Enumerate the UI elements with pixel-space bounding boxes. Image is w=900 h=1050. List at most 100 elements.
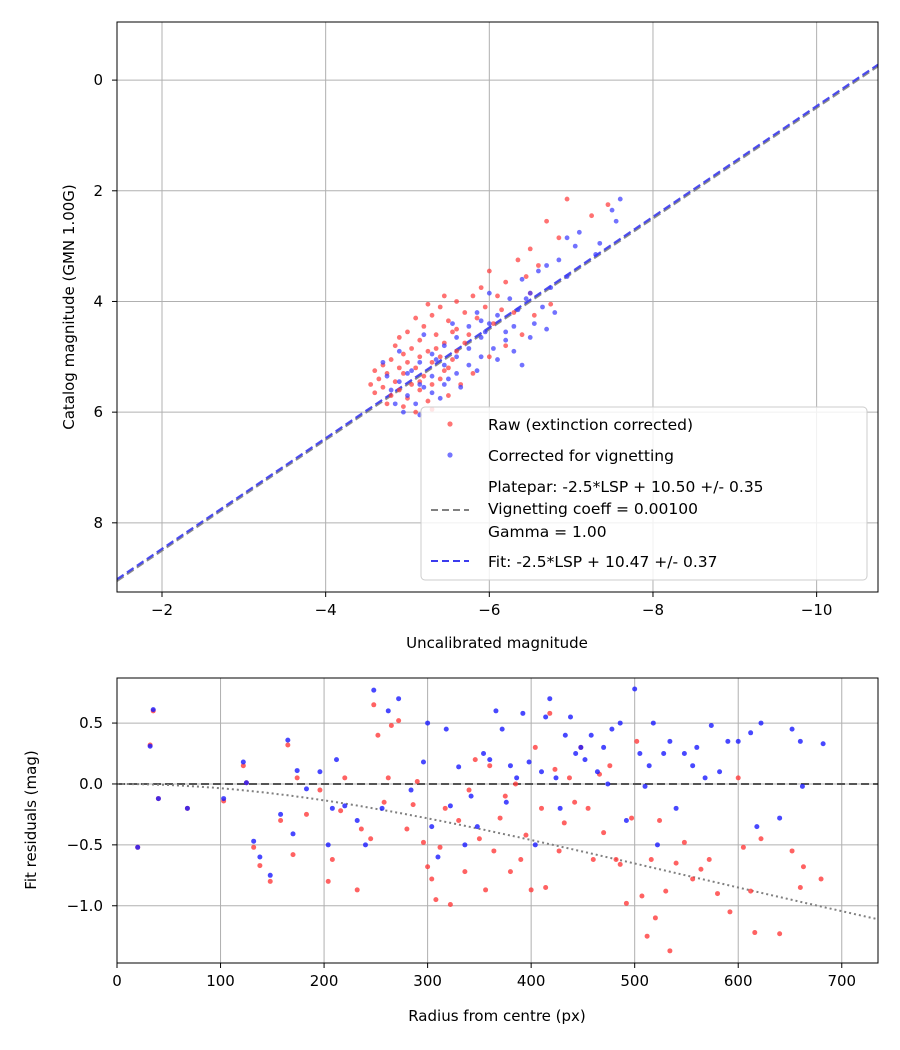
residual-point [661,751,667,757]
data-point [486,290,492,296]
x-tick-label: 600 [724,972,753,990]
residuals-plot-ticks: 0 100 200 300 400 500 600 700 −1.0 −0.5 0.0 0.5 [67,714,857,990]
residual-point [681,751,687,757]
residual-point [329,856,335,862]
x-tick-label: −10 [801,601,833,619]
residual-point [547,710,553,716]
data-point [552,310,558,315]
residual-point [396,696,402,702]
legend-raw-marker [447,421,453,427]
data-point [405,393,410,398]
data-point [441,368,447,374]
residual-point [468,793,474,799]
residual-point [594,769,600,775]
x-tick-label: −4 [315,601,337,619]
data-point [433,346,439,351]
data-point [400,404,406,410]
y-tick-label: 2 [93,182,103,200]
residual-point [754,824,760,830]
residual-point [526,759,532,765]
data-point [519,332,525,338]
data-point [474,310,480,315]
residual-point [483,887,489,893]
residual-point [642,783,648,789]
residual-point [433,897,439,903]
residual-point [799,783,805,789]
data-point [523,274,529,279]
residual-point [539,769,545,775]
residual-point [257,863,263,869]
residual-point [379,805,385,811]
data-point [384,373,390,379]
data-point [617,196,623,202]
residual-point [466,787,472,793]
residuals-plot-points [135,686,826,954]
residual-point [381,799,387,805]
residual-point [617,861,623,867]
residual-point [456,764,462,770]
data-point [495,293,500,299]
data-point [482,329,488,335]
residual-point [425,864,431,870]
residual-point [663,888,669,894]
data-point [503,343,509,349]
residual-point [585,805,591,811]
magnitude-plot-ylabel: Catalog magnitude (GMN 1.00G) [60,184,78,430]
residual-point [410,802,416,808]
residual-point [572,799,578,805]
data-point [450,329,455,335]
data-point [425,348,431,354]
residual-point [561,820,567,826]
residual-point [708,723,714,728]
data-point [433,357,439,362]
data-point [466,346,472,351]
residual-point [735,738,741,744]
residual-point [644,933,650,939]
residual-point [513,781,519,787]
data-point [511,310,517,315]
data-point [478,318,484,324]
residual-point [147,743,153,749]
residual-point [543,714,549,720]
residual-point [329,805,335,811]
residual-point [362,842,368,848]
data-point [474,368,480,374]
residual-point [532,744,538,750]
data-point [392,401,398,407]
data-point [454,348,459,354]
data-point [458,384,464,390]
data-point [437,354,443,360]
residual-point [789,848,795,854]
residual-point [758,836,764,842]
x-tick-label: −8 [642,601,664,619]
residual-point [652,915,658,921]
residual-point [648,856,654,862]
residual-point [673,805,679,811]
residual-point [578,744,584,750]
residual-point [543,884,549,890]
legend: Raw (extinction corrected) Corrected for… [420,406,868,581]
residual-point [590,856,596,862]
data-point [454,371,459,376]
data-point [388,357,394,362]
residual-point [539,805,545,811]
residual-point [462,869,468,875]
residual-point [607,763,613,769]
data-point [441,362,447,368]
residual-point [632,686,638,692]
residual-point [654,842,660,848]
data-point [400,351,406,357]
residual-point [487,763,493,769]
data-point [462,310,468,315]
residual-point [650,720,656,726]
residual-point [623,900,629,906]
data-point [425,301,431,307]
residual-point [582,757,588,763]
residual-point [447,803,453,809]
residual-point [562,732,568,738]
data-point [540,304,545,310]
data-point [446,393,451,398]
legend-box [420,406,868,581]
legend-corrected-marker [447,452,453,458]
residual-point [491,848,497,854]
